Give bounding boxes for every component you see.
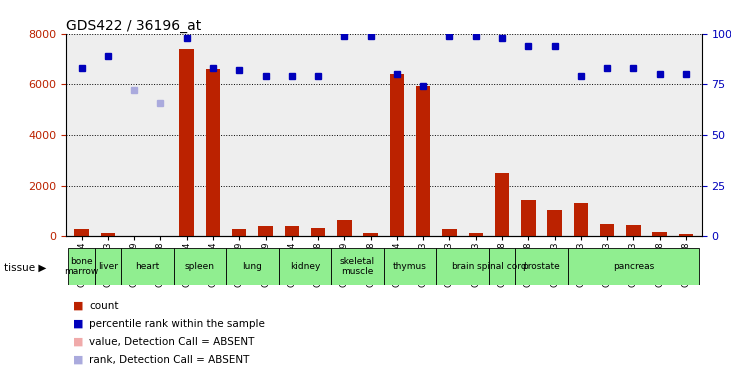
Bar — [679, 234, 693, 236]
Bar — [436, 248, 489, 285]
Bar — [205, 69, 220, 236]
Bar — [442, 229, 457, 236]
Bar — [69, 248, 95, 285]
Bar — [495, 174, 510, 236]
Text: prostate: prostate — [523, 262, 561, 271]
Text: lung: lung — [243, 262, 262, 271]
Text: GDS422 / 36196_at: GDS422 / 36196_at — [66, 19, 201, 33]
Bar — [469, 233, 483, 236]
Bar — [337, 220, 352, 236]
Text: value, Detection Call = ABSENT: value, Detection Call = ABSENT — [89, 337, 254, 346]
Text: ■: ■ — [73, 355, 83, 364]
Bar — [600, 224, 614, 236]
Bar — [489, 248, 515, 285]
Text: pancreas: pancreas — [613, 262, 654, 271]
Text: brain: brain — [451, 262, 474, 271]
Text: kidney: kidney — [289, 262, 320, 271]
Text: spleen: spleen — [185, 262, 215, 271]
Bar — [226, 248, 279, 285]
Text: heart: heart — [135, 262, 159, 271]
Text: bone
marrow: bone marrow — [64, 256, 99, 276]
Text: percentile rank within the sample: percentile rank within the sample — [89, 319, 265, 328]
Text: thymus: thymus — [393, 262, 427, 271]
Bar — [284, 226, 299, 236]
Bar — [548, 210, 562, 236]
Bar — [515, 248, 568, 285]
Text: ■: ■ — [73, 319, 83, 328]
Bar — [311, 228, 325, 236]
Bar — [416, 86, 431, 236]
Text: rank, Detection Call = ABSENT: rank, Detection Call = ABSENT — [89, 355, 249, 364]
Bar — [173, 248, 226, 285]
Bar — [75, 229, 88, 236]
Bar — [363, 233, 378, 236]
Text: count: count — [89, 301, 118, 310]
Bar — [95, 248, 121, 285]
Bar — [331, 248, 384, 285]
Bar — [626, 225, 640, 236]
Bar — [232, 230, 246, 236]
Bar — [258, 226, 273, 236]
Text: tissue ▶: tissue ▶ — [4, 263, 46, 273]
Bar — [521, 200, 536, 236]
Text: ■: ■ — [73, 301, 83, 310]
Bar — [574, 202, 588, 236]
Text: spinal cord: spinal cord — [477, 262, 527, 271]
Text: liver: liver — [98, 262, 118, 271]
Bar — [390, 74, 404, 236]
Bar — [384, 248, 436, 285]
Text: skeletal
muscle: skeletal muscle — [340, 256, 375, 276]
Bar — [121, 248, 173, 285]
Bar — [568, 248, 699, 285]
Text: ■: ■ — [73, 337, 83, 346]
Bar — [653, 232, 667, 236]
Bar — [179, 49, 194, 236]
Bar — [101, 233, 115, 236]
Bar — [279, 248, 331, 285]
